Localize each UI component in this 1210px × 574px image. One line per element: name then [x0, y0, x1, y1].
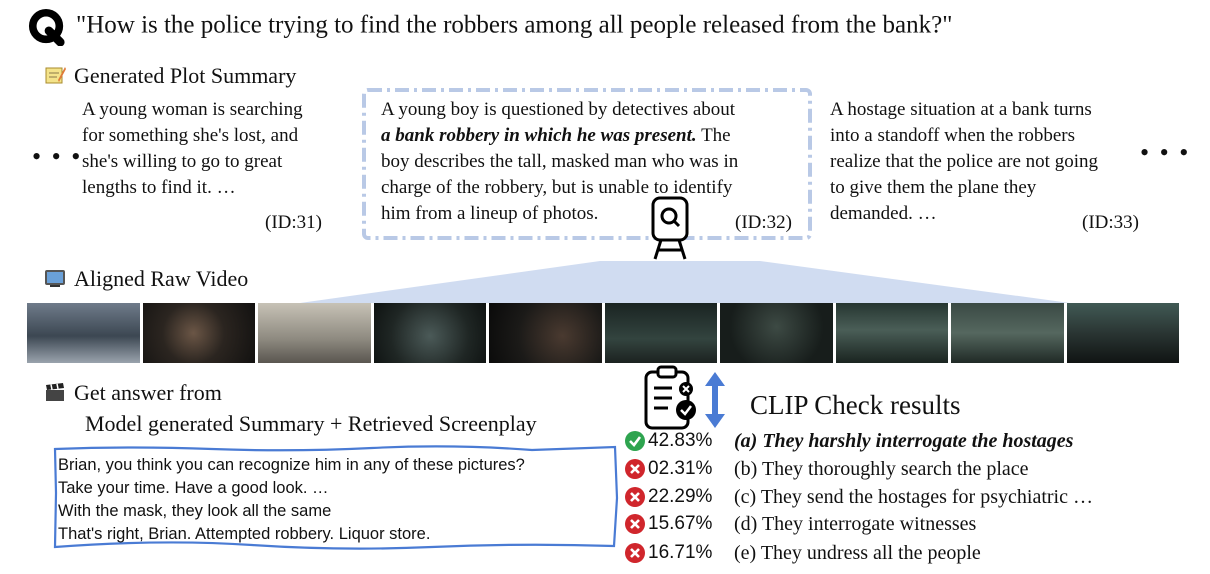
video-frame	[1066, 303, 1179, 363]
result-row-c: 22.29% (c) They send the hostages for ps…	[624, 484, 1093, 510]
video-frame	[604, 303, 717, 363]
result-answer: (b) They thoroughly search the place	[734, 457, 1029, 480]
result-answer: (d) They interrogate witnesses	[734, 512, 977, 535]
video-frame	[951, 303, 1064, 363]
clip-check-title: CLIP Check results	[750, 390, 961, 420]
cross-icon	[625, 459, 645, 479]
result-row-d: 15.67% (d) They interrogate witnesses	[624, 511, 976, 537]
clapperboard-icon	[46, 383, 64, 401]
notepad-icon	[45, 67, 66, 84]
result-answer: (c) They send the hostages for psychiatr…	[734, 485, 1093, 508]
cross-icon	[625, 543, 645, 563]
summary-id-31: (ID:31)	[265, 212, 322, 233]
cross-icon	[625, 487, 645, 507]
summary-card-33: A hostage situation at a bank turns into…	[830, 99, 1098, 224]
screenplay-frame	[53, 445, 619, 550]
alignment-fan	[300, 261, 1070, 303]
result-row-b: 02.31% (b) They thoroughly search the pl…	[624, 456, 1029, 482]
question-text: "How is the police trying to find the ro…	[76, 11, 953, 39]
left-ellipsis: • • •	[32, 142, 83, 171]
retrieved-summary-frame	[362, 88, 812, 240]
video-frame-strip	[27, 303, 1179, 363]
raw-video-title: Aligned Raw Video	[44, 266, 248, 292]
check-icon	[625, 431, 645, 451]
search-tower-icon	[651, 196, 689, 260]
video-frame	[489, 303, 602, 363]
clipboard-check-icon	[644, 365, 696, 430]
answer-source-label: Model generated Summary + Retrieved Scre…	[85, 411, 537, 436]
summary-id-33: (ID:33)	[1082, 212, 1139, 233]
result-answer: (a) They harshly interrogate the hostage…	[734, 429, 1074, 452]
screenplay-line: That's right, Brian. Attempted robbery. …	[58, 525, 431, 543]
result-percent: 16.71%	[648, 542, 713, 563]
plot-summary-title: Generated Plot Summary	[44, 63, 296, 89]
result-percent: 02.31%	[648, 458, 713, 479]
result-percent: 22.29%	[648, 486, 713, 507]
video-frame	[373, 303, 486, 363]
video-frame	[142, 303, 255, 363]
question-logo-icon	[28, 8, 65, 46]
result-percent: 15.67%	[648, 513, 713, 534]
video-frame	[835, 303, 948, 363]
tv-icon	[45, 270, 65, 287]
result-percent: 42.83%	[648, 430, 713, 451]
summary-id-32: (ID:32)	[735, 212, 792, 233]
summary-card-32: A young boy is questioned by detectives …	[381, 99, 739, 224]
result-row-e: 16.71% (e) They undress all the people	[624, 540, 981, 566]
question-row: "How is the police trying to find the ro…	[28, 8, 952, 46]
up-down-arrow-icon	[705, 372, 725, 428]
screenplay-text: Brian, you think you can recognize him i…	[58, 454, 613, 546]
video-frame	[720, 303, 833, 363]
cross-icon	[625, 514, 645, 534]
summary-card-31: A young woman is searching for something…	[82, 99, 303, 198]
screenplay-line: With the mask, they look all the same	[58, 502, 332, 520]
result-row-a: 42.83% (a) They harshly interrogate the …	[624, 428, 1073, 454]
video-frame	[258, 303, 371, 363]
video-frame	[27, 303, 140, 363]
screenplay-line: Take your time. Have a good look. …	[58, 479, 329, 497]
get-answer-title: Get answer from	[44, 380, 222, 406]
right-ellipsis: • • •	[1140, 138, 1191, 167]
result-answer: (e) They undress all the people	[734, 541, 981, 564]
screenplay-line: Brian, you think you can recognize him i…	[58, 456, 525, 474]
